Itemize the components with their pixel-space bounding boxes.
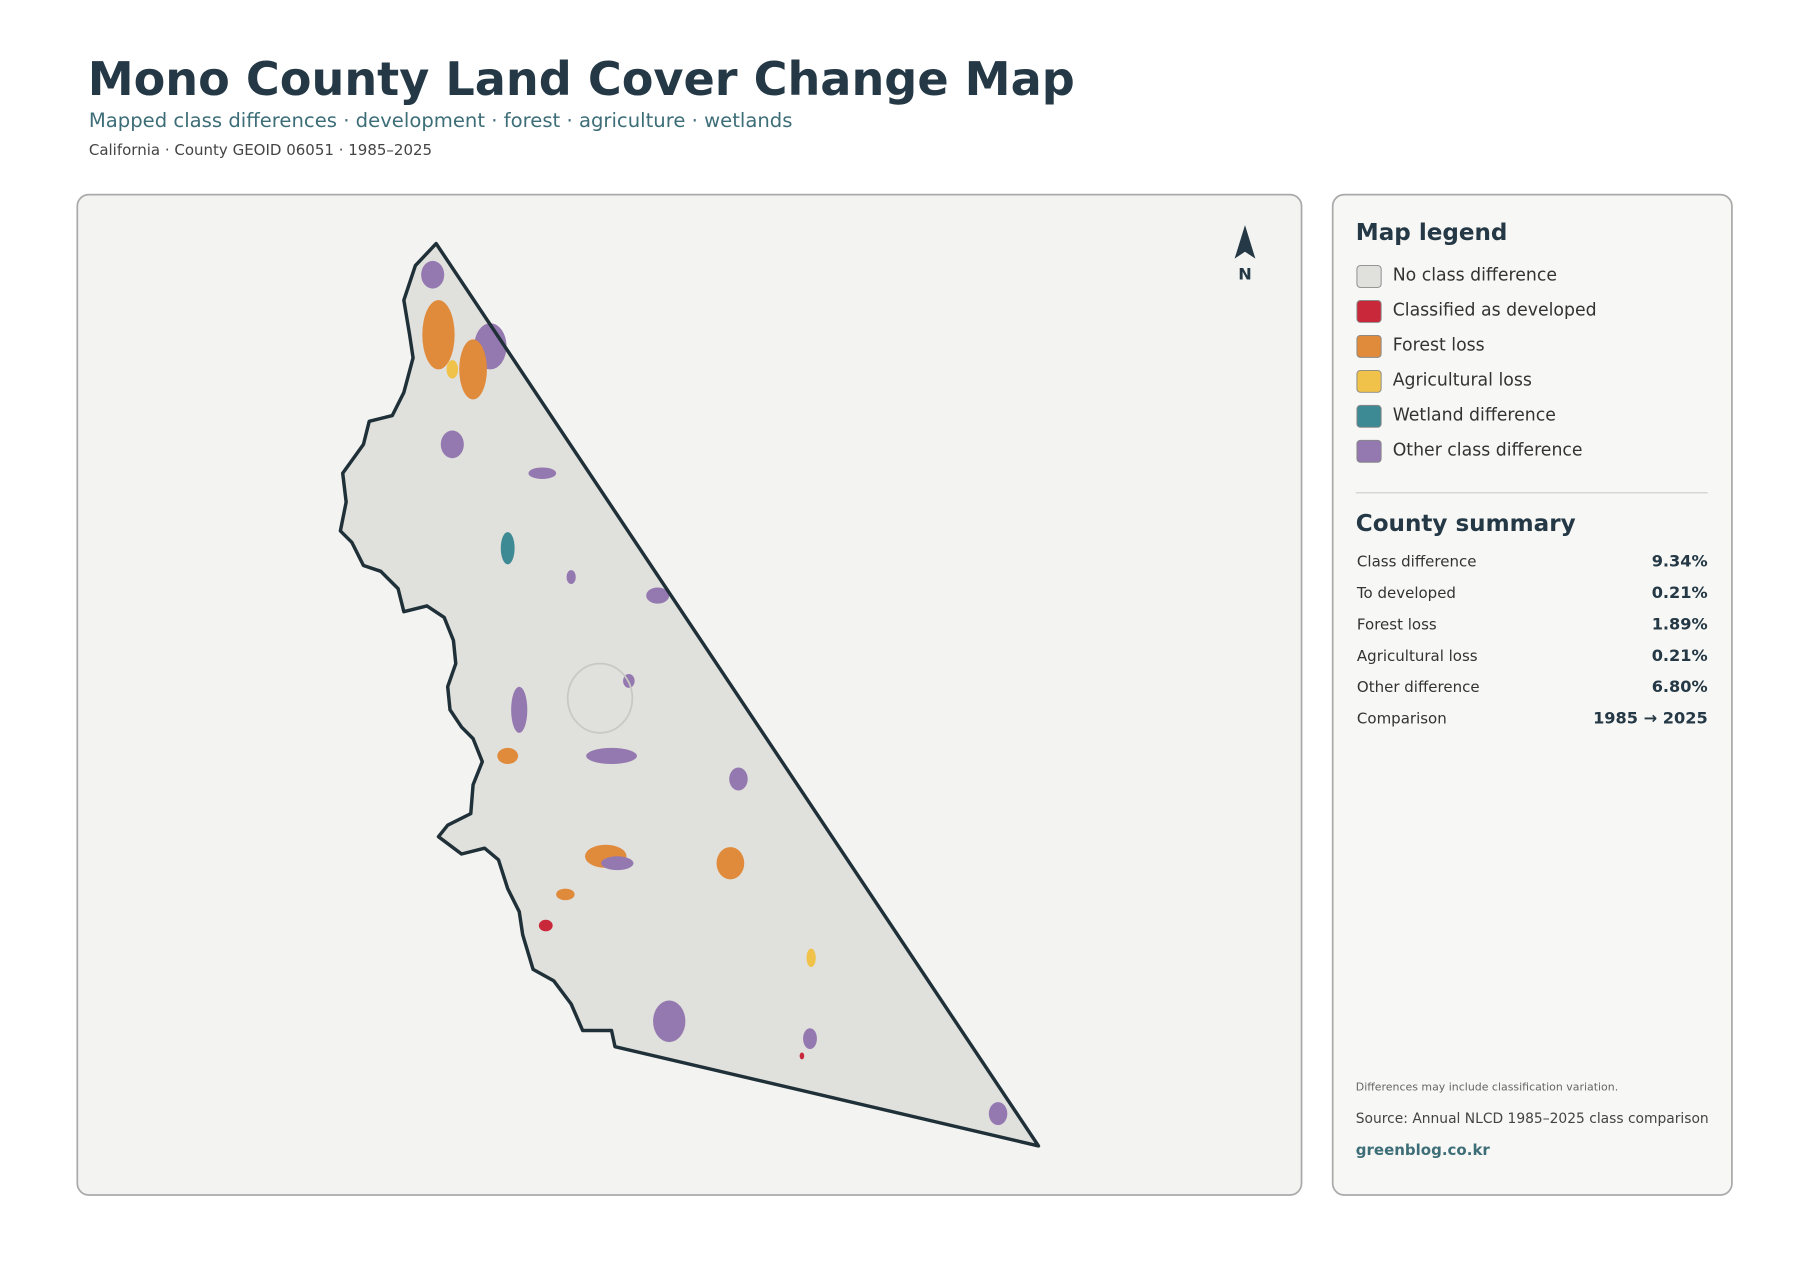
patch: [988, 1102, 1008, 1126]
legend-panel: [1331, 193, 1733, 1196]
patch: [421, 260, 445, 289]
summary-value: 1985 → 2025: [1593, 709, 1708, 728]
patch: [806, 948, 816, 968]
footer-source: Source: Annual NLCD 1985–2025 class comp…: [1356, 1111, 1709, 1127]
legend-swatch: [1356, 404, 1382, 428]
summary: County summary Class difference 9.34% To d…: [1356, 511, 1708, 728]
summary-label: Other difference: [1357, 678, 1480, 696]
patch: [459, 339, 487, 400]
legend-swatch: [1356, 369, 1382, 393]
patch: [511, 686, 528, 733]
legend-label: Agricultural loss: [1393, 370, 1532, 390]
summary-label: Class difference: [1357, 553, 1477, 571]
patch: [497, 747, 519, 764]
patch: [646, 587, 670, 604]
north-arrow: [1234, 225, 1256, 259]
patch: [803, 1028, 817, 1049]
meta: California · County GEOID 06051 · 1985–2…: [89, 141, 432, 159]
patch: [586, 747, 637, 764]
county-outline: [338, 241, 1041, 1148]
legend-swatch: [1356, 265, 1382, 288]
summary-label: To developed: [1356, 584, 1456, 602]
patch: [422, 300, 455, 370]
summary-value: 0.21%: [1652, 583, 1708, 602]
legend-title: Map legend: [1356, 220, 1508, 246]
lake-outline: [566, 662, 634, 734]
legend-swatch: [1356, 335, 1382, 358]
legend-swatch: [1356, 439, 1382, 463]
legend-label: Classified as developed: [1393, 301, 1597, 321]
summary-label: Agricultural loss: [1357, 647, 1478, 665]
summary-title: County summary: [1356, 511, 1576, 537]
patch: [799, 1052, 805, 1060]
patch: [716, 847, 745, 880]
patch: [500, 532, 515, 565]
patch: [528, 467, 557, 479]
summary-value: 6.80%: [1652, 677, 1708, 696]
footer-note: Differences may include classification v…: [1356, 1081, 1618, 1094]
legend-swatch: [1356, 300, 1382, 323]
patch: [446, 360, 459, 379]
map: N: [338, 225, 1256, 1148]
north-label: N: [1238, 264, 1252, 283]
subtitle: Mapped class differences · development ·…: [89, 109, 793, 132]
summary-label: Forest loss: [1357, 615, 1437, 633]
patch: [440, 430, 464, 459]
legend-label: Wetland difference: [1393, 405, 1556, 425]
legend: Map legend No class difference Classified…: [1356, 220, 1597, 463]
summary-value: 0.21%: [1652, 646, 1708, 665]
county-shape: [340, 243, 1039, 1146]
patch: [538, 919, 553, 932]
summary-value: 1.89%: [1652, 614, 1708, 633]
patch: [566, 570, 576, 584]
footer-site: greenblog.co.kr: [1356, 1141, 1491, 1159]
patch: [556, 888, 575, 901]
summary-value: 9.34%: [1652, 552, 1708, 571]
legend-label: Forest loss: [1393, 335, 1485, 355]
summary-label: Comparison: [1357, 710, 1447, 728]
legend-label: No class difference: [1393, 266, 1557, 286]
legend-label: Other class difference: [1393, 440, 1583, 460]
patch: [601, 856, 634, 871]
patch: [729, 767, 748, 791]
page-title: Mono County Land Cover Change Map: [88, 52, 1075, 106]
patch: [653, 1000, 686, 1043]
